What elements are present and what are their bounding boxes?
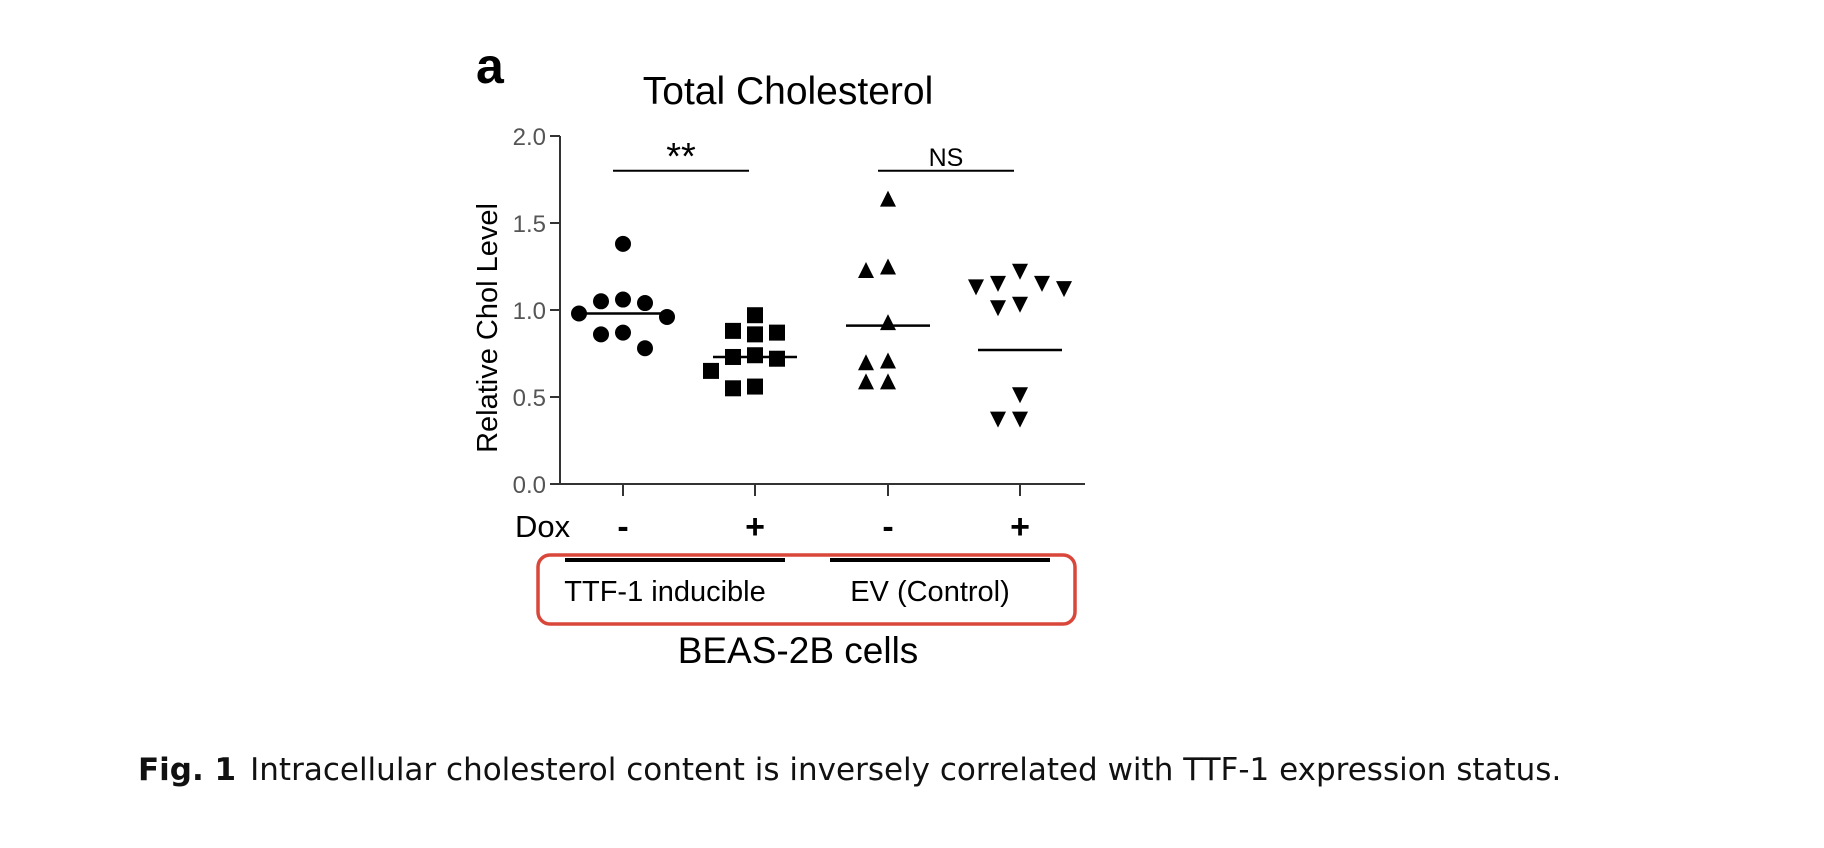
data-point-square: [747, 307, 763, 324]
dox-label: +: [745, 508, 765, 546]
group-brackets: TTF-1 inducible EV (Control): [564, 558, 1050, 608]
data-point-triangle-up: [858, 354, 874, 371]
chart-title: Total Cholesterol: [643, 70, 933, 113]
group-bracket-label: EV (Control): [850, 576, 1010, 608]
axes: 0.0 0.5 1.0 1.5 2.0: [513, 124, 1085, 499]
data-point-square: [747, 378, 763, 395]
data-point-circle: [593, 326, 609, 343]
dox-label: -: [882, 508, 893, 546]
dox-label: +: [1010, 508, 1030, 546]
y-tick-label: 1.0: [513, 298, 546, 325]
data-point-circle: [615, 291, 631, 308]
y-tick-label: 0.5: [513, 385, 546, 412]
data-point-square: [725, 380, 741, 397]
data-point-triangle-up: [880, 373, 896, 390]
data-point-circle: [571, 305, 587, 322]
panel-label: a: [476, 38, 505, 94]
data-point-triangle-up: [880, 352, 896, 369]
data-point-circle: [637, 295, 653, 312]
data-point-triangle-down: [968, 279, 984, 296]
data-point-square: [769, 324, 785, 341]
significance-label: **: [666, 136, 696, 178]
data-point-triangle-down: [990, 275, 1006, 292]
data-point-circle: [615, 235, 631, 252]
data-point-triangle-down: [1034, 275, 1050, 292]
group-bracket-label: TTF-1 inducible: [564, 576, 765, 608]
data-point-circle: [659, 308, 675, 325]
data-point-triangle-up: [880, 190, 896, 207]
caption-text: Intracellular cholesterol content is inv…: [250, 752, 1562, 788]
y-axis-label: Relative Chol Level: [472, 203, 504, 453]
highlight-box: [536, 553, 1077, 626]
data-point-triangle-up: [858, 261, 874, 278]
data-point-triangle-down: [1012, 387, 1028, 404]
data-point-square: [747, 326, 763, 343]
y-tick-label: 2.0: [513, 124, 546, 151]
figure-caption: Fig. 1 Intracellular cholesterol content …: [138, 752, 1561, 788]
significance-label: NS: [929, 144, 964, 172]
data-point-square: [769, 350, 785, 367]
caption-label: Fig. 1: [138, 752, 237, 788]
data-marks: ** NS: [571, 136, 1072, 428]
y-tick-label: 1.5: [513, 211, 546, 238]
dox-labels: - + - +: [617, 508, 1030, 546]
data-point-circle: [593, 293, 609, 310]
data-point-square: [725, 322, 741, 339]
data-point-triangle-down: [1056, 281, 1072, 298]
data-point-circle: [615, 324, 631, 341]
data-point-circle: [637, 340, 653, 357]
data-point-triangle-up: [880, 258, 896, 275]
x-axis-label: BEAS-2B cells: [678, 630, 919, 671]
cholesterol-chart: a Total Cholesterol Relative Chol Level …: [472, 38, 1085, 671]
data-point-triangle-down: [1012, 411, 1028, 428]
data-point-triangle-down: [990, 300, 1006, 317]
data-point-square: [747, 347, 763, 364]
x-row-label-dox: Dox: [515, 509, 571, 544]
data-point-triangle-down: [990, 411, 1006, 428]
y-tick-label: 0.0: [513, 472, 546, 499]
data-point-triangle-up: [858, 373, 874, 390]
data-point-triangle-down: [1012, 263, 1028, 280]
data-point-triangle-up: [880, 314, 896, 331]
data-point-triangle-down: [1012, 296, 1028, 313]
data-point-square: [703, 362, 719, 379]
dox-label: -: [617, 508, 628, 546]
